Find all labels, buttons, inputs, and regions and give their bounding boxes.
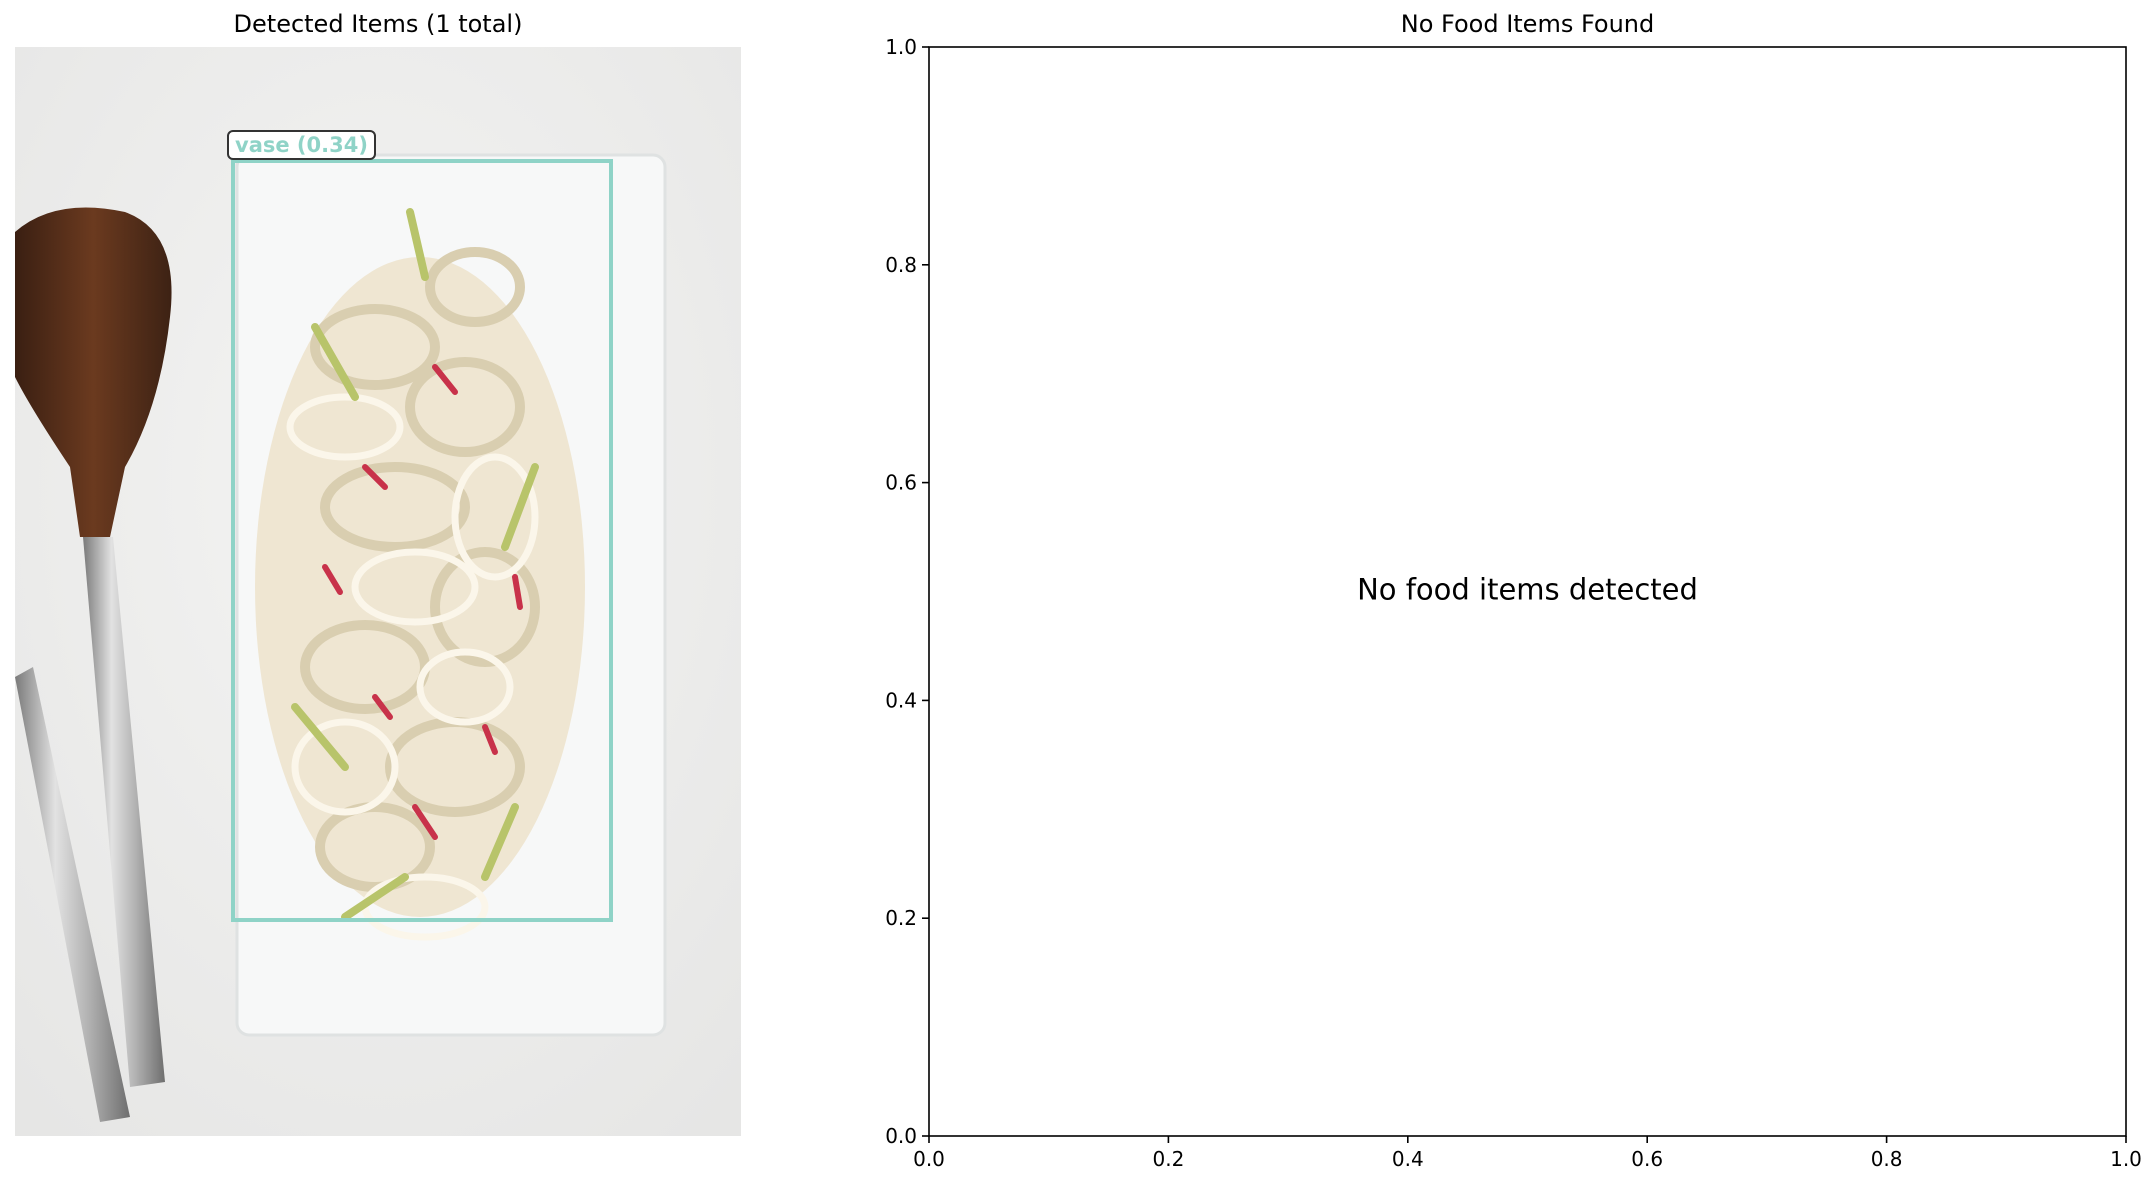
- x-tick-label: 0.0: [913, 1147, 945, 1171]
- no-detections-annotation: No food items detected: [1357, 573, 1698, 607]
- detection-bounding-box: [231, 159, 613, 922]
- chart-title: No Food Items Found: [1400, 10, 1655, 38]
- x-tick-label: 1.0: [2110, 1147, 2142, 1171]
- x-tick-label: 0.6: [1631, 1147, 1663, 1171]
- axes-frame: [928, 46, 2127, 1137]
- spoon-illustration: [15, 207, 172, 1087]
- x-tick-label: 0.2: [1152, 1147, 1184, 1171]
- y-tick-label: 0.8: [885, 253, 917, 277]
- x-tick-label: 0.4: [1392, 1147, 1424, 1171]
- y-tick-label: 0.4: [885, 688, 917, 712]
- salad-illustration: [255, 208, 585, 941]
- y-tick-label: 0.6: [885, 471, 917, 495]
- utensil-handle: [15, 667, 130, 1122]
- detection-label: vase (0.34): [227, 130, 376, 160]
- salad-photo-illustration: [15, 47, 741, 1136]
- detection-photo: [15, 47, 741, 1136]
- x-tick-label: 0.8: [1871, 1147, 1903, 1171]
- left-panel-title: Detected Items (1 total): [233, 10, 523, 38]
- y-tick-label: 1.0: [885, 35, 917, 59]
- y-tick-label: 0.0: [885, 1124, 917, 1148]
- y-tick-label: 0.2: [885, 906, 917, 930]
